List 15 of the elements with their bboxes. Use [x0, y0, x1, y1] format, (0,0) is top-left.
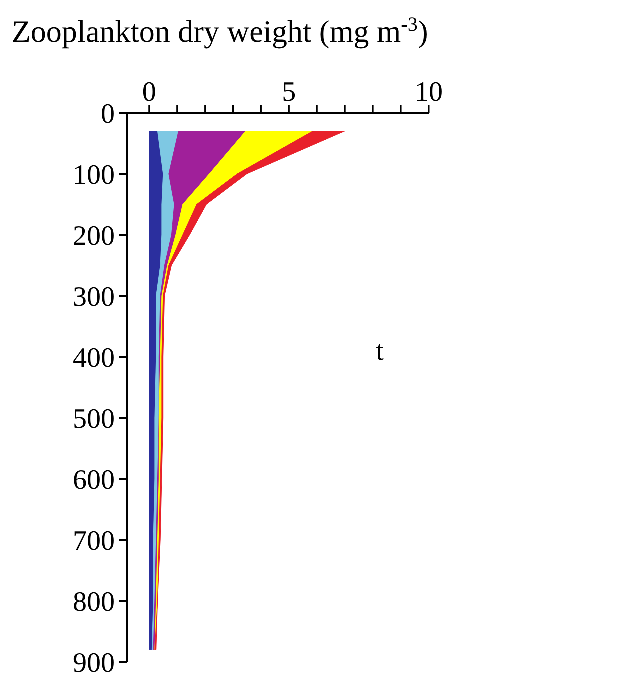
y-tick-label: 0 [101, 98, 115, 130]
x-tick-label: 5 [282, 77, 296, 108]
x-axis-title: Zooplankton dry weight (mg m$^{-3}$) [12, 14, 428, 49]
annotation: t [376, 336, 384, 367]
x-tick-label: 10 [415, 77, 443, 108]
y-tick-label: 400 [73, 342, 115, 374]
x-tick-label: 0 [142, 77, 156, 108]
y-tick-label: 700 [73, 526, 115, 557]
y-tick-label: 800 [73, 586, 115, 618]
y-tick-label: 900 [73, 648, 115, 679]
y-tick-label: 600 [73, 464, 115, 496]
y-tick-label: 500 [73, 404, 115, 435]
y-tick-label: 300 [73, 282, 115, 313]
y-tick-label: 100 [73, 160, 115, 191]
y-tick-label: 200 [73, 220, 115, 252]
